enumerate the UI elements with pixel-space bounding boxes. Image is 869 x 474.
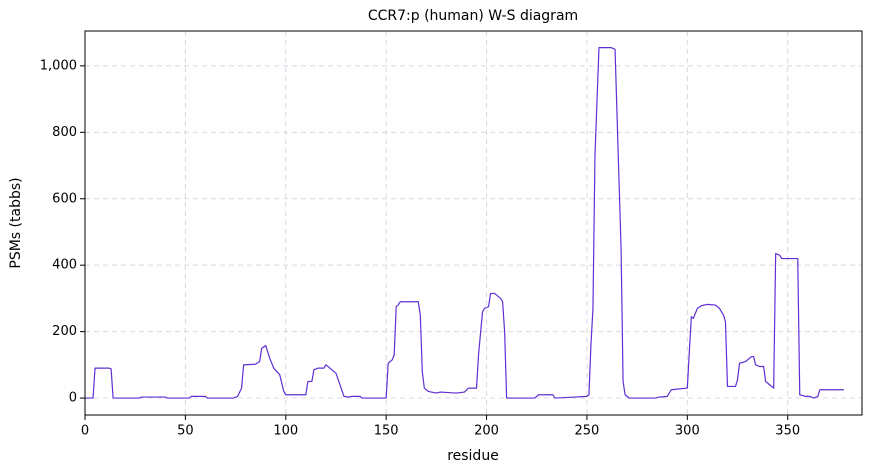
plot-frame	[84, 30, 863, 416]
y-tick-label: 400	[52, 258, 77, 273]
y-tick-label: 200	[52, 324, 77, 339]
y-tick-label: 0	[69, 391, 77, 406]
x-tick-label: 200	[474, 424, 499, 439]
x-tick-label: 150	[374, 424, 399, 439]
chart-title: CCR7:p (human) W-S diagram	[368, 8, 578, 24]
data-line	[85, 47, 844, 399]
y-tick-label: 1,000	[40, 58, 77, 73]
x-axis-label: residue	[447, 448, 499, 464]
x-tick-label: 300	[675, 424, 700, 439]
x-tick-label: 100	[273, 424, 298, 439]
x-tick-label: 0	[81, 424, 89, 439]
x-tick-label: 250	[575, 424, 600, 439]
y-tick-label: 600	[52, 191, 77, 206]
x-tick-label: 350	[775, 424, 800, 439]
y-axis-label: PSMs (tabbs)	[8, 177, 24, 268]
x-tick-label: 50	[177, 424, 194, 439]
y-tick-label: 800	[52, 125, 77, 140]
